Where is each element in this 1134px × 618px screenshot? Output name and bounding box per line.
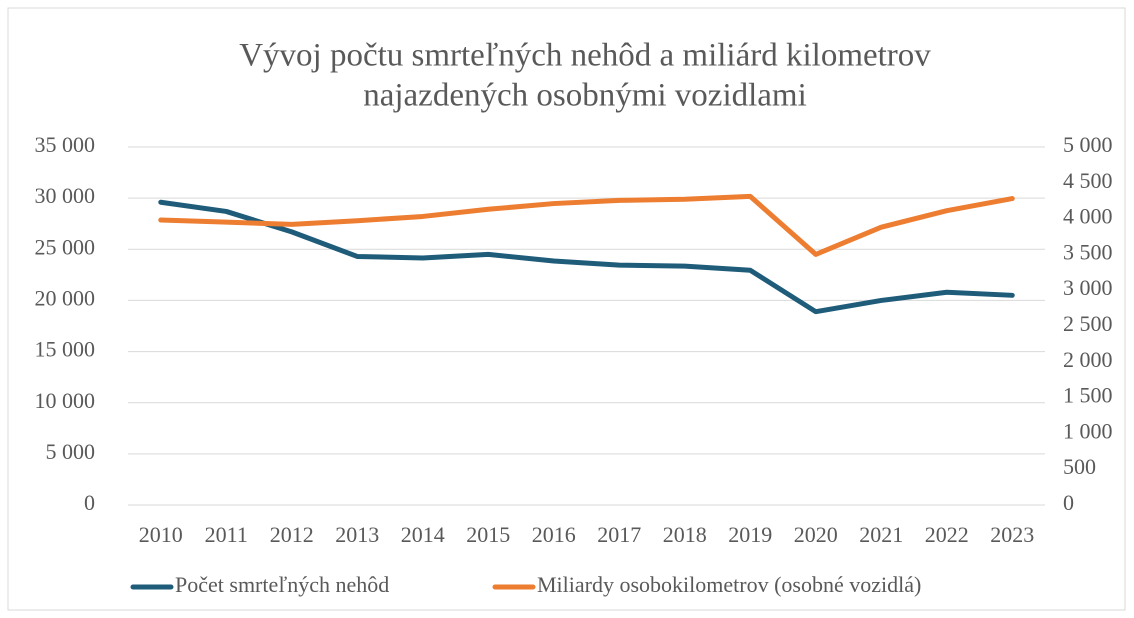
y-tick-label: 10 000 bbox=[35, 388, 96, 413]
legend-label: Počet smrteľných nehôd bbox=[175, 572, 389, 597]
series-line bbox=[158, 199, 1015, 315]
series-line bbox=[158, 193, 1015, 257]
x-tick-label: 2021 bbox=[859, 522, 903, 547]
y2-tick-label: 5 000 bbox=[1063, 132, 1113, 157]
y2-tick-label: 3 000 bbox=[1063, 275, 1113, 300]
y-tick-label: 20 000 bbox=[35, 285, 96, 310]
y-tick-label: 15 000 bbox=[35, 337, 96, 362]
x-tick-label: 2020 bbox=[794, 522, 838, 547]
chart-title: Vývoj počtu smrteľných nehôd a miliárd k… bbox=[239, 38, 931, 74]
chart-title: najazdených osobnými vozidlami bbox=[363, 78, 807, 114]
x-tick-label: 2014 bbox=[401, 522, 445, 547]
y2-tick-label: 2 500 bbox=[1063, 311, 1113, 336]
x-tick-label: 2010 bbox=[139, 522, 183, 547]
y2-tick-label: 1 000 bbox=[1063, 418, 1113, 443]
y2-tick-label: 1 500 bbox=[1063, 383, 1113, 408]
y-tick-label: 35 000 bbox=[35, 132, 96, 157]
x-tick-label: 2022 bbox=[925, 522, 969, 547]
y2-tick-label: 0 bbox=[1063, 490, 1074, 515]
y2-tick-label: 500 bbox=[1063, 454, 1096, 479]
x-tick-label: 2013 bbox=[335, 522, 379, 547]
x-tick-label: 2016 bbox=[532, 522, 576, 547]
x-tick-label: 2015 bbox=[466, 522, 510, 547]
legend-label: Miliardy osobokilometrov (osobné vozidlá… bbox=[537, 572, 921, 597]
y-tick-label: 30 000 bbox=[35, 183, 96, 208]
x-tick-label: 2017 bbox=[597, 522, 641, 547]
chart-frame bbox=[7, 7, 1126, 611]
y-tick-label: 0 bbox=[84, 490, 95, 515]
x-tick-label: 2023 bbox=[990, 522, 1034, 547]
x-tick-label: 2011 bbox=[205, 522, 248, 547]
x-tick-label: 2012 bbox=[270, 522, 314, 547]
y2-tick-label: 3 500 bbox=[1063, 239, 1113, 264]
y-tick-label: 25 000 bbox=[35, 234, 96, 259]
y2-tick-label: 2 000 bbox=[1063, 347, 1113, 372]
x-tick-label: 2018 bbox=[663, 522, 707, 547]
y-tick-label: 5 000 bbox=[46, 439, 96, 464]
x-tick-label: 2019 bbox=[728, 522, 772, 547]
y2-tick-label: 4 000 bbox=[1063, 204, 1113, 229]
y2-tick-label: 4 500 bbox=[1063, 168, 1113, 193]
